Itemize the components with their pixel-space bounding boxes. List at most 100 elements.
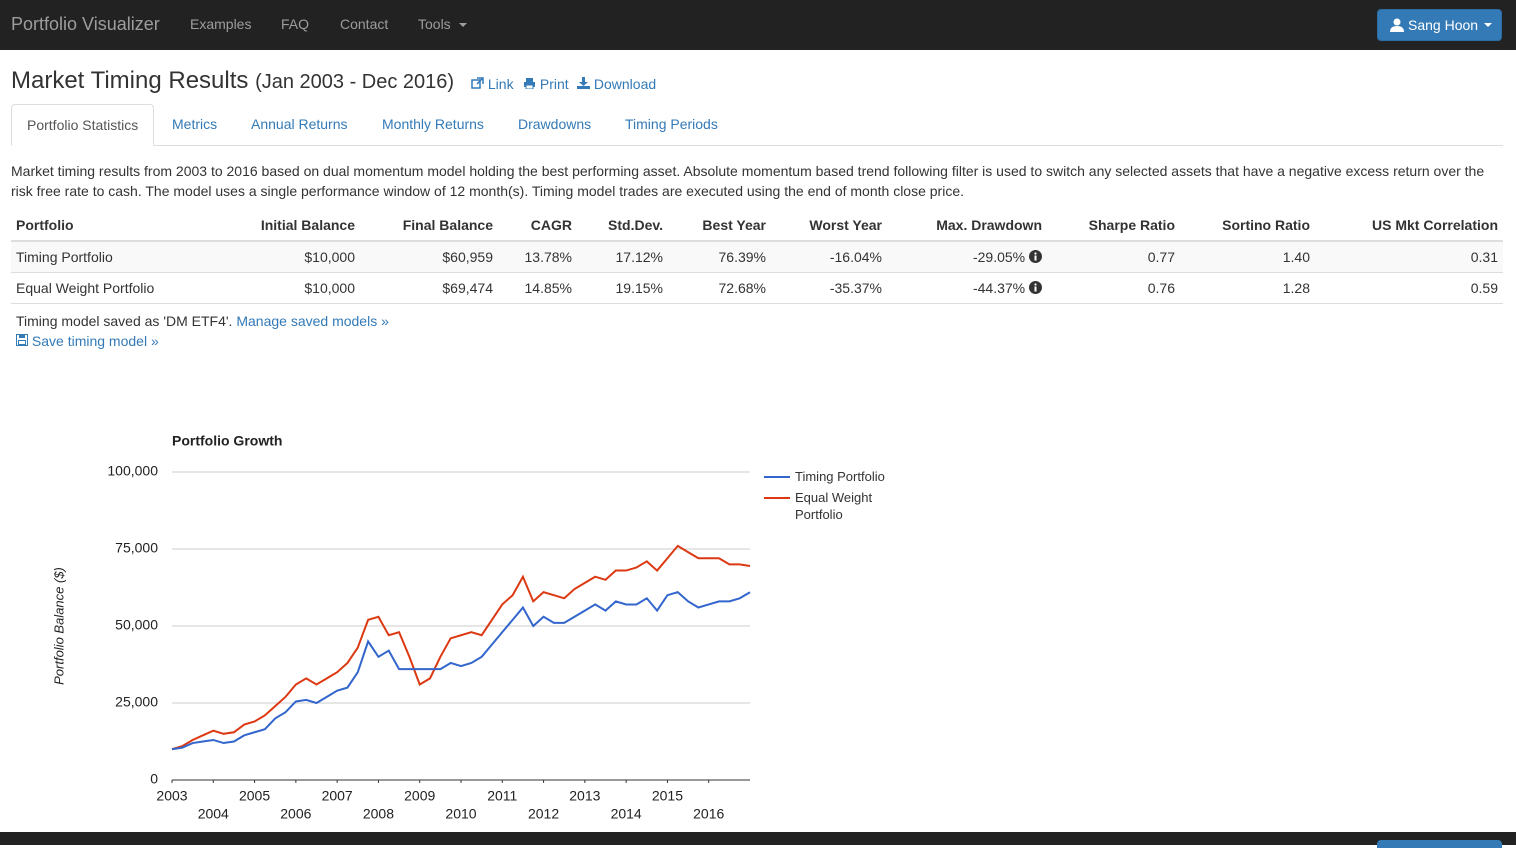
legend-label: Equal Weight Portfolio xyxy=(795,490,873,522)
table-cell: 13.78% xyxy=(498,241,577,273)
y-tick-label: 100,000 xyxy=(107,463,158,479)
icon xyxy=(524,78,535,90)
cell-text: 1.28 xyxy=(1282,280,1310,296)
icon xyxy=(471,77,484,89)
manage-link[interactable]: Manage saved models » xyxy=(236,313,389,329)
x-tick-label: 2009 xyxy=(404,788,435,804)
column-header: Best Year xyxy=(668,210,771,242)
saved-note: Timing model saved as 'DM ETF4'. Manage … xyxy=(16,313,389,329)
footer-bar xyxy=(0,832,1516,848)
x-tick-label: 2005 xyxy=(239,788,270,804)
cell-text: $60,959 xyxy=(442,249,493,265)
user-icon xyxy=(1390,18,1404,32)
x-tick-label: 2007 xyxy=(322,788,353,804)
cell-text: -16.04% xyxy=(829,249,882,265)
table-cell: -35.37% xyxy=(771,272,887,304)
nav-link[interactable]: Examples xyxy=(190,16,252,32)
column-header: Final Balance xyxy=(360,210,498,242)
print-action[interactable]: Print xyxy=(523,76,569,92)
page-title: Market Timing Results (Jan 2003 - Dec 20… xyxy=(11,67,454,95)
tab[interactable]: Annual Returns xyxy=(251,116,348,132)
tab[interactable]: Drawdowns xyxy=(518,116,592,132)
subtitle: (Jan 2003 - Dec 2016) xyxy=(255,71,455,93)
legend: Timing Portfolio Equal Weight Portfolio xyxy=(764,468,894,527)
column-header: Initial Balance xyxy=(211,210,360,242)
legend-label: Timing Portfolio xyxy=(795,469,885,484)
table-cell: 0.59 xyxy=(1315,272,1503,304)
brand[interactable]: Portfolio Visualizer xyxy=(11,14,160,34)
table-cell: 0.31 xyxy=(1315,241,1503,273)
caret xyxy=(459,23,467,27)
header-row: Portfolio Initial Balance Final Balance CAG… xyxy=(11,210,1503,242)
table-cell: 72.68% xyxy=(668,272,771,304)
nav-link[interactable]: Tools xyxy=(418,16,451,32)
cell-text: 17.12% xyxy=(615,249,663,265)
cell-text: 0.31 xyxy=(1470,249,1498,265)
table-body: Timing Portfolio $10,000 $60,959 13.78% 17.1… xyxy=(11,241,1503,304)
table-cell: 76.39% xyxy=(668,241,771,273)
x-tick-label: 2010 xyxy=(445,806,476,822)
column-header: Sortino Ratio xyxy=(1180,210,1315,242)
table-cell: -16.04% xyxy=(771,241,887,273)
table-cell: 1.28 xyxy=(1180,272,1315,304)
cell-text: 76.39% xyxy=(718,249,766,265)
column-header: CAGR xyxy=(498,210,577,242)
cell-text: -29.05% xyxy=(972,249,1026,265)
x-tick-label: 2003 xyxy=(156,788,187,804)
description: Market timing results from 2003 to 2016 … xyxy=(11,163,1485,199)
y-axis-label: Portfolio Balance ($) xyxy=(51,567,66,685)
save-link[interactable]: Save timing model » xyxy=(16,333,159,349)
cell-text: -35.37% xyxy=(829,280,882,296)
table-row: Timing Portfolio $10,000 $60,959 13.78% 17.1… xyxy=(11,241,1503,273)
legend-item: Equal Weight Portfolio xyxy=(764,489,887,523)
table-row: Equal Weight Portfolio $10,000 $69,474 14.8… xyxy=(11,272,1503,304)
table-cell: 1.40 xyxy=(1180,241,1315,273)
cell-text: 0.59 xyxy=(1470,280,1498,296)
series-line xyxy=(171,591,751,751)
cell-text: $69,474 xyxy=(442,280,493,296)
tab[interactable]: Portfolio Statistics xyxy=(11,104,155,146)
table-cell: Timing Portfolio xyxy=(11,241,211,273)
column-header: Std.Dev. xyxy=(577,210,668,242)
user-button[interactable]: Sang Hoon xyxy=(1377,9,1502,41)
nav-link[interactable]: Contact xyxy=(340,16,389,32)
x-tick-label: 2008 xyxy=(363,806,394,822)
link-action[interactable]: Link xyxy=(471,76,514,92)
save-text: Save timing model » xyxy=(31,333,159,349)
series-line xyxy=(171,544,751,751)
cell-text: 1.40 xyxy=(1282,249,1310,265)
table-cell: 0.76 xyxy=(1047,272,1180,304)
cell-text: 14.85% xyxy=(524,280,572,296)
column-header: US Mkt Correlation xyxy=(1315,210,1503,242)
navbar: Portfolio Visualizer Examples FAQ Contac… xyxy=(0,0,1516,50)
info-icon[interactable] xyxy=(1029,281,1042,294)
y-tick-label: 50,000 xyxy=(115,617,158,633)
table-cell: 14.85% xyxy=(498,272,577,304)
cell-text: -44.37% xyxy=(972,280,1026,296)
nav-link[interactable]: FAQ xyxy=(281,16,310,32)
table-cell: $10,000 xyxy=(211,241,360,273)
chart: Portfolio Growth Portfolio Balance ($) 0… xyxy=(51,433,751,822)
cell-text: Timing Portfolio xyxy=(16,249,113,265)
action-label: Download xyxy=(593,76,657,92)
column-header: Portfolio xyxy=(11,210,211,242)
cell-text: Equal Weight Portfolio xyxy=(16,280,155,296)
x-tick-label: 2014 xyxy=(611,806,642,822)
download-action[interactable]: Download xyxy=(577,76,656,92)
info-icon[interactable] xyxy=(1029,250,1042,263)
x-tick-label: 2006 xyxy=(280,806,311,822)
footer-button[interactable] xyxy=(1377,840,1502,848)
column-header: Worst Year xyxy=(771,210,887,242)
legend-item: Timing Portfolio xyxy=(764,468,887,485)
cell-text: 72.68% xyxy=(718,280,766,296)
table-cell: $60,959 xyxy=(360,241,498,273)
table-cell: $10,000 xyxy=(211,272,360,304)
caret xyxy=(1484,23,1492,27)
table-cell: -44.37% xyxy=(887,272,1047,304)
cell-text: 0.77 xyxy=(1147,249,1175,265)
y-tick-label: 75,000 xyxy=(115,540,158,556)
tab[interactable]: Monthly Returns xyxy=(382,116,484,132)
tab[interactable]: Timing Periods xyxy=(625,116,718,132)
cell-text: 19.15% xyxy=(615,280,663,296)
tab[interactable]: Metrics xyxy=(172,116,218,132)
